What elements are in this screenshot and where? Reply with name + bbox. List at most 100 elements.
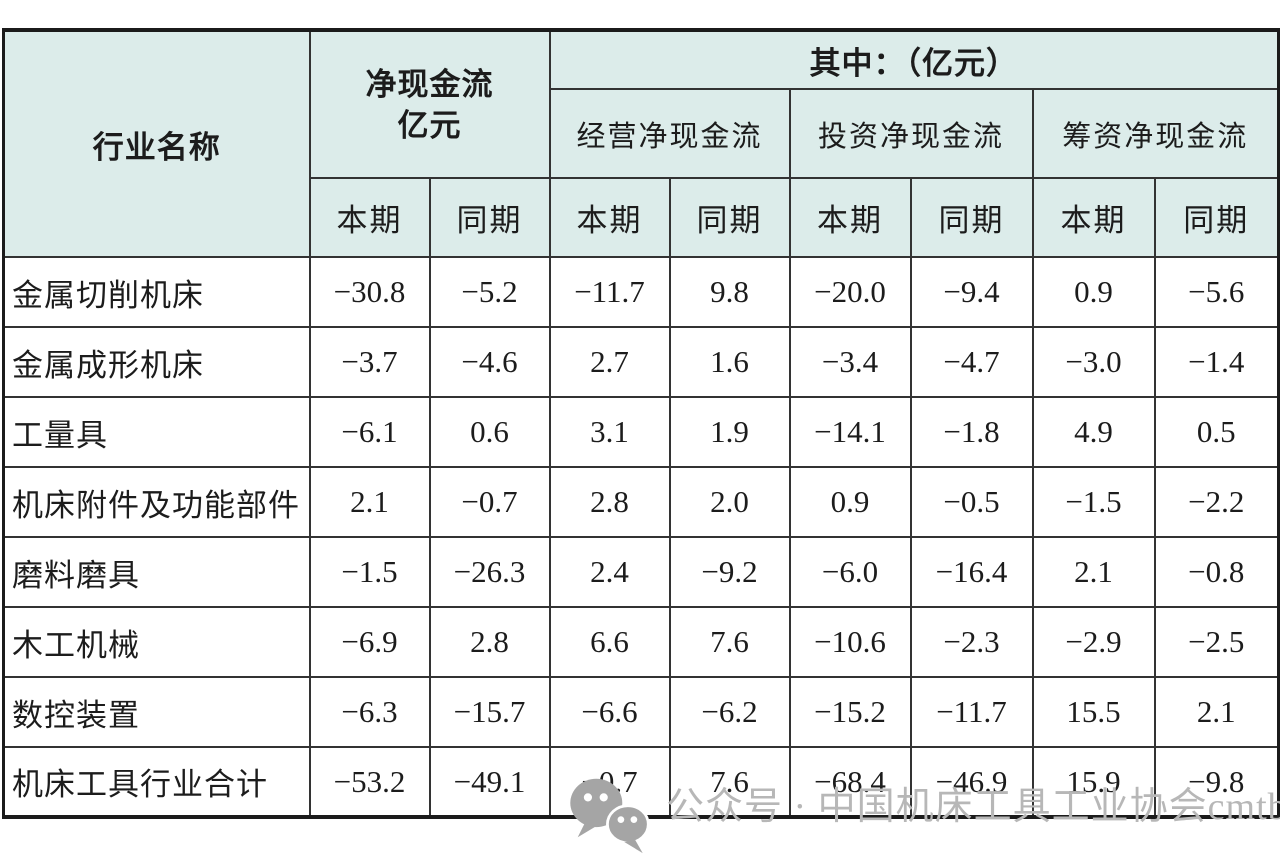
cell-value: 0.9 [788, 466, 912, 538]
header-net-line2: 亿元 [397, 107, 462, 143]
header-period-same: 同期 [668, 177, 791, 258]
cell-value: 0.9 [1031, 256, 1156, 328]
table-row: 木工机械 −6.9 2.8 6.6 7.6 −10.6 −2.3 −2.9 −2… [2, 606, 1280, 678]
cell-value: 2.0 [668, 466, 791, 538]
row-label: 金属切削机床 [2, 256, 311, 328]
header-industry: 行业名称 [2, 29, 311, 258]
cell-value: −0.5 [909, 466, 1034, 538]
cell-value: −2.2 [1153, 466, 1280, 538]
cell-value: −0.8 [1153, 536, 1280, 608]
header-group-operating: 经营净现金流 [548, 88, 791, 179]
cell-value: −6.1 [308, 396, 431, 468]
cell-value: −5.6 [1153, 256, 1280, 328]
cell-value: 15.5 [1031, 676, 1156, 748]
cell-value: −1.8 [909, 396, 1034, 468]
cell-value: −3.0 [1031, 326, 1156, 398]
cell-value: −1.5 [1031, 466, 1156, 538]
header-row-1: 行业名称 净现金流 亿元 其中：（亿元） [2, 29, 1280, 258]
cell-value: 2.7 [548, 326, 671, 398]
table-row: 数控装置 −6.3 −15.7 −6.6 −6.2 −15.2 −11.7 15… [2, 676, 1280, 748]
cell-value: −6.9 [308, 606, 431, 678]
cell-value: 0.6 [428, 396, 551, 468]
cell-value: −6.6 [548, 676, 671, 748]
cell-value: −26.3 [428, 536, 551, 608]
row-label: 磨料磨具 [2, 536, 311, 608]
cell-value: 9.8 [668, 256, 791, 328]
cash-flow-table: 行业名称 净现金流 亿元 其中：（亿元） 经营净现金流 投资净现金流 筹资净现金… [2, 28, 1280, 819]
cell-value: 7.6 [668, 746, 791, 818]
cell-value: −3.4 [788, 326, 912, 398]
cell-value: −10.6 [788, 606, 912, 678]
header-net-cash-flow: 净现金流 亿元 [308, 29, 551, 179]
header-row-3: 本期 同期 本期 同期 本期 同期 本期 同期 [4, 177, 1280, 258]
cell-value: −3.7 [308, 326, 431, 398]
cell-value: 2.4 [548, 536, 671, 608]
cell-value: −4.7 [909, 326, 1034, 398]
cell-value: −15.7 [428, 676, 551, 748]
cell-value: −1.5 [308, 536, 431, 608]
row-label: 工量具 [2, 396, 311, 468]
header-period-same: 同期 [428, 177, 551, 258]
cell-value: 2.8 [548, 466, 671, 538]
table-row: 机床附件及功能部件 2.1 −0.7 2.8 2.0 0.9 −0.5 −1.5… [2, 466, 1280, 538]
header-period-same: 同期 [1153, 177, 1280, 258]
cell-value: −4.6 [428, 326, 551, 398]
table-row: 工量具 −6.1 0.6 3.1 1.9 −14.1 −1.8 4.9 0.5 [2, 396, 1280, 468]
cell-value: −16.4 [909, 536, 1034, 608]
cell-value: 2.8 [428, 606, 551, 678]
cell-value: −49.1 [428, 746, 551, 818]
cell-value: 2.1 [1031, 536, 1156, 608]
header-period-current: 本期 [308, 177, 431, 258]
cell-value: 6.6 [548, 606, 671, 678]
row-label: 数控装置 [2, 676, 311, 748]
cell-value: 7.6 [668, 606, 791, 678]
cell-value: −6.0 [788, 536, 912, 608]
cell-value: −0.7 [428, 466, 551, 538]
header-period-same: 同期 [909, 177, 1034, 258]
header-period-current: 本期 [1031, 177, 1156, 258]
cell-value: −2.3 [909, 606, 1034, 678]
cell-value: 1.6 [668, 326, 791, 398]
cell-value: 15.9 [1031, 746, 1156, 818]
table-row: 金属切削机床 −30.8 −5.2 −11.7 9.8 −20.0 −9.4 0… [2, 256, 1280, 328]
cell-value: −11.7 [909, 676, 1034, 748]
row-label: 机床工具行业合计 [2, 746, 311, 818]
row-label: 金属成形机床 [2, 326, 311, 398]
cell-value: 3.1 [548, 396, 671, 468]
cell-value: −53.2 [308, 746, 431, 818]
cell-value: −6.3 [308, 676, 431, 748]
header-period-current: 本期 [548, 177, 671, 258]
cell-value: −2.9 [1031, 606, 1156, 678]
cell-value: 0.5 [1153, 396, 1280, 468]
row-label: 机床附件及功能部件 [2, 466, 311, 538]
cell-value: −1.4 [1153, 326, 1280, 398]
header-row-2: 经营净现金流 投资净现金流 筹资净现金流 [4, 88, 1280, 179]
cell-value: −9.2 [668, 536, 791, 608]
table-row: 机床工具行业合计 −53.2 −49.1 −0.7 7.6 −68.4 −46.… [2, 746, 1280, 818]
row-label: 木工机械 [2, 606, 311, 678]
cell-value: −15.2 [788, 676, 912, 748]
cell-value: 1.9 [668, 396, 791, 468]
header-group-investing: 投资净现金流 [788, 88, 1034, 179]
cell-value: −14.1 [788, 396, 912, 468]
table-row: 磨料磨具 −1.5 −26.3 2.4 −9.2 −6.0 −16.4 2.1 … [2, 536, 1280, 608]
cell-value: −9.8 [1153, 746, 1280, 818]
cell-value: −2.5 [1153, 606, 1280, 678]
cell-value: 4.9 [1031, 396, 1156, 468]
cell-value: −0.7 [548, 746, 671, 818]
cell-value: −11.7 [548, 256, 671, 328]
cell-value: −9.4 [909, 256, 1034, 328]
cell-value: −6.2 [668, 676, 791, 748]
cell-value: −30.8 [308, 256, 431, 328]
cell-value: 2.1 [1153, 676, 1280, 748]
header-among-which: 其中：（亿元） [548, 29, 1280, 90]
cell-value: −5.2 [428, 256, 551, 328]
header-period-current: 本期 [788, 177, 912, 258]
cell-value: −20.0 [788, 256, 912, 328]
cell-value: 2.1 [308, 466, 431, 538]
header-net-line1: 净现金流 [365, 66, 494, 102]
header-group-financing: 筹资净现金流 [1031, 88, 1280, 179]
table-row: 金属成形机床 −3.7 −4.6 2.7 1.6 −3.4 −4.7 −3.0 … [2, 326, 1280, 398]
cell-value: −68.4 [788, 746, 912, 818]
